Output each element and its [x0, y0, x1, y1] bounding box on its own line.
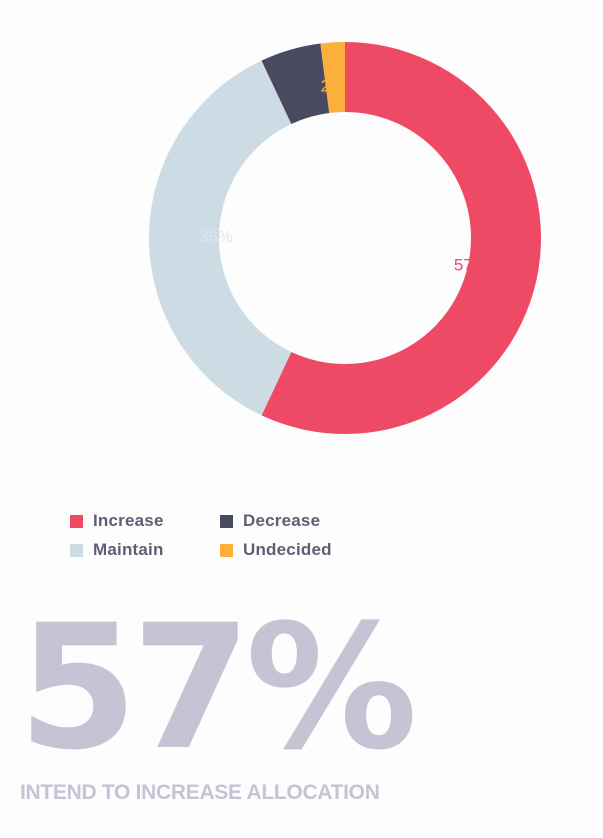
slice-label-increase: 57% [454, 256, 488, 275]
legend-swatch [220, 514, 233, 528]
legend-swatch [70, 514, 83, 528]
headline-statistic: 57% [18, 587, 418, 788]
legend-item-increase: Increase [70, 511, 220, 531]
donut-slice-maintain [149, 60, 292, 416]
donut-slice-undecided [320, 42, 345, 113]
legend-item-undecided: Undecided [220, 540, 370, 560]
legend-swatch [220, 543, 233, 557]
legend-item-maintain: Maintain [70, 540, 220, 560]
statistic-caption: INTEND TO INCREASE ALLOCATION [20, 781, 380, 804]
legend-label: Undecided [243, 540, 332, 559]
slice-label-maintain: 36% [199, 227, 233, 246]
legend-item-decrease: Decrease [220, 511, 370, 531]
legend-label: Increase [93, 511, 164, 530]
legend-swatch [70, 543, 83, 557]
slice-label-decrease: 5% [289, 94, 314, 113]
donut-chart-area: 57% 36% 5% 2% [72, 20, 603, 488]
donut-slice-increase [261, 42, 541, 434]
slice-label-undecided: 2% [321, 77, 346, 96]
legend-label: Decrease [243, 511, 321, 530]
chart-legend: Increase Decrease Maintain Undecided [70, 511, 370, 560]
donut-chart: 57% 36% 5% 2% [72, 20, 603, 488]
legend-label: Maintain [93, 540, 164, 559]
donut-slice-decrease [261, 43, 330, 124]
